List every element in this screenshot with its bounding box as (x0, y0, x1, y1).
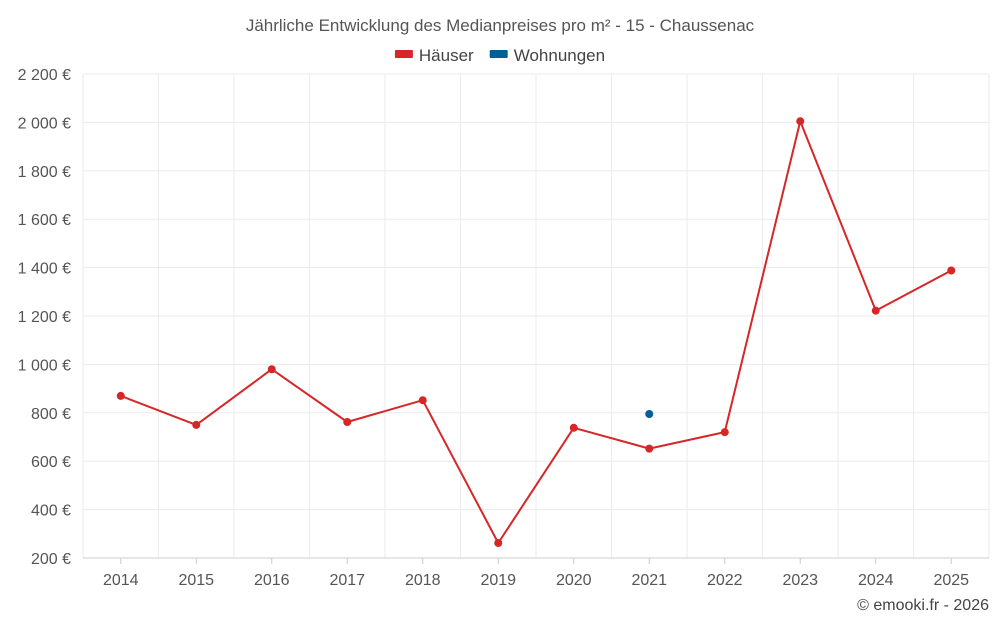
series-line (120, 120, 952, 544)
y-axis: 200 € 400 € 600 € 800 € 1 000 € 1 200 € 1 400 … (18, 67, 71, 568)
series-häuser (116, 117, 956, 547)
y-tick-label: 1 600 € (18, 212, 71, 229)
y-tick-label: 2 000 € (18, 115, 71, 132)
x-tick-label: 2014 (103, 572, 139, 589)
x-tick-label: 2019 (480, 572, 516, 589)
x-tick-label: 2022 (707, 572, 743, 589)
grid (82, 73, 990, 559)
chart-title: Jährliche Entwicklung des Medianpreises … (246, 16, 755, 35)
y-tick-label: 1 200 € (18, 309, 71, 326)
data-point[interactable] (494, 538, 503, 547)
x-tick-label: 2015 (178, 572, 214, 589)
legend-swatch (489, 50, 508, 58)
data-point[interactable] (796, 117, 805, 126)
x-tick-label: 2023 (782, 572, 818, 589)
x-tick-label: 2024 (858, 572, 894, 589)
y-tick-label: 800 € (31, 406, 71, 423)
credit-text: © emooki.fr - 2026 (857, 597, 989, 614)
data-point[interactable] (645, 444, 654, 453)
y-tick-label: 1 000 € (18, 357, 71, 374)
data-point[interactable] (267, 365, 276, 374)
x-tick-label: 2020 (556, 572, 592, 589)
y-tick-label: 400 € (31, 503, 71, 520)
data-point[interactable] (569, 423, 578, 432)
data-point[interactable] (645, 410, 654, 419)
legend[interactable]: Häuser Wohnungen (394, 46, 605, 65)
legend-label: Wohnungen (514, 46, 605, 65)
y-tick-label: 600 € (31, 454, 71, 471)
series-layer (116, 117, 956, 547)
data-point[interactable] (418, 396, 427, 405)
series-wohnungen (645, 410, 654, 419)
y-tick-label: 200 € (31, 551, 71, 568)
x-tick-label: 2017 (329, 572, 365, 589)
legend-swatch (394, 50, 413, 58)
data-point[interactable] (343, 417, 352, 426)
data-point[interactable] (116, 391, 125, 400)
y-tick-label: 1 400 € (18, 261, 71, 278)
data-point[interactable] (720, 428, 729, 437)
x-axis: 2014 2015 2016 2017 2018 2019 2020 2021 2022 2023… (83, 557, 989, 589)
x-tick-label: 2016 (254, 572, 290, 589)
x-tick-label: 2025 (933, 572, 969, 589)
y-tick-label: 2 200 € (18, 67, 71, 84)
data-point[interactable] (192, 420, 201, 429)
y-tick-label: 1 800 € (18, 164, 71, 181)
legend-item-wohnungen[interactable]: Wohnungen (489, 46, 605, 65)
x-tick-label: 2021 (631, 572, 667, 589)
data-point[interactable] (947, 266, 956, 275)
data-point[interactable] (871, 306, 880, 315)
legend-item-häuser[interactable]: Häuser (394, 46, 474, 65)
x-tick-label: 2018 (405, 572, 441, 589)
legend-label: Häuser (419, 46, 474, 65)
